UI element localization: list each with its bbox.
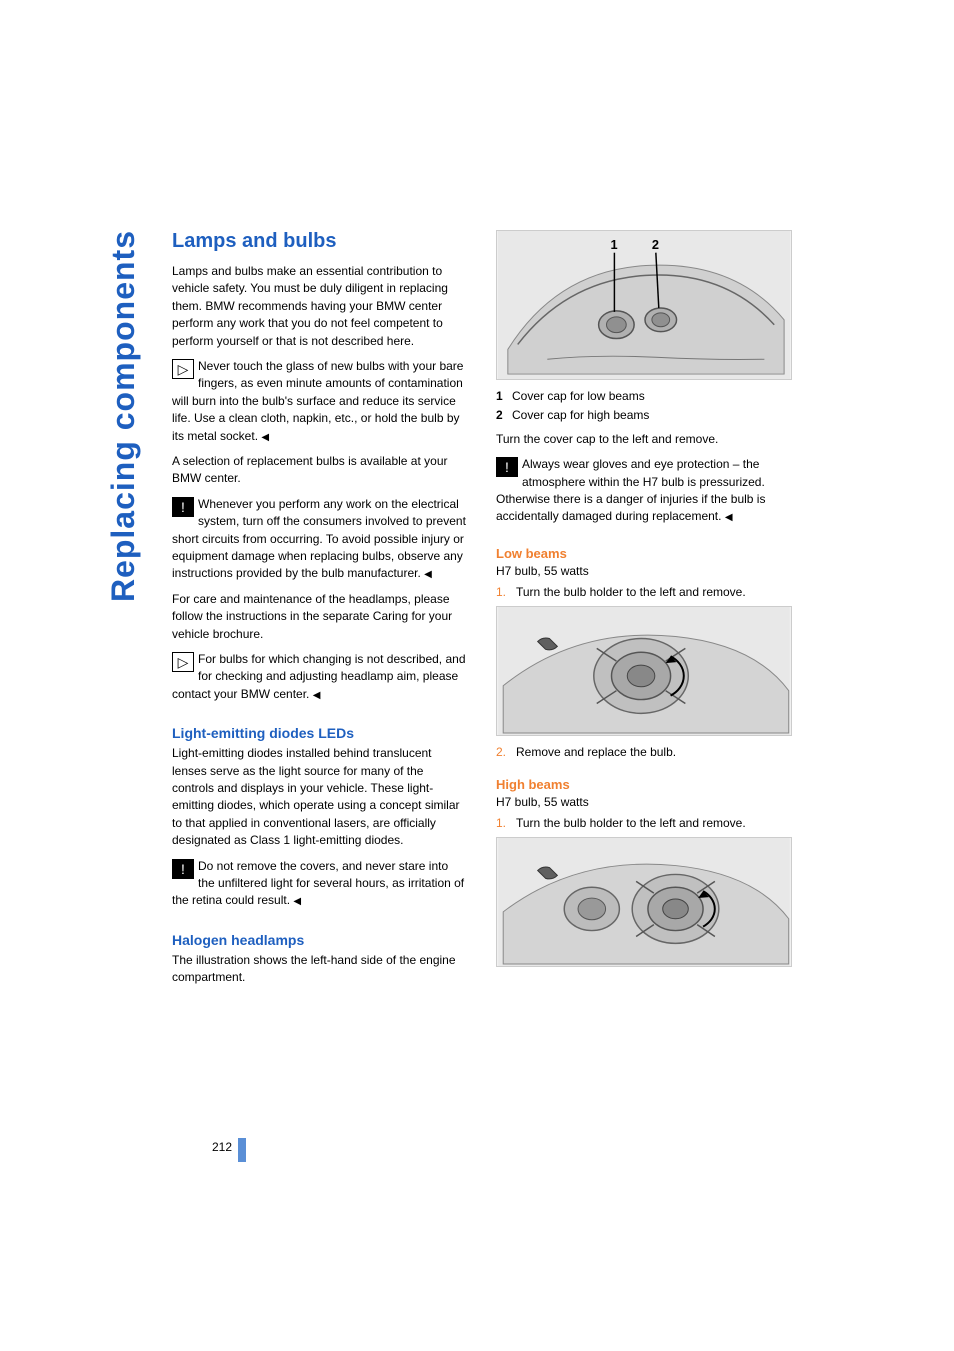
warning-electrical: ! Whenever you perform any work on the e… <box>172 496 468 583</box>
end-mark-icon: ◀ <box>293 895 301 910</box>
legend-row-1: 1 Cover cap for low beams <box>496 388 792 405</box>
intro-paragraph: Lamps and bulbs make an essential contri… <box>172 263 468 350</box>
warning-icon: ! <box>496 457 518 477</box>
page-accent-bar <box>238 1138 246 1162</box>
step-number: 2. <box>496 744 516 761</box>
side-tab: Replacing components <box>105 230 142 602</box>
tip-text: Never touch the glass of new bulbs with … <box>172 359 463 443</box>
end-mark-icon: ◀ <box>725 511 733 526</box>
engine-cover-illustration: 1 2 <box>497 231 791 379</box>
end-mark-icon: ◀ <box>261 431 269 446</box>
turn-cover-text: Turn the cover cap to the left and remov… <box>496 431 792 448</box>
legend-text: Cover cap for low beams <box>512 388 645 405</box>
left-column: Lamps and bulbs Lamps and bulbs make an … <box>172 230 468 995</box>
legend-text: Cover cap for high beams <box>512 407 649 424</box>
figure-low-beam <box>496 606 792 736</box>
warning-gloves: ! Always wear gloves and eye protection … <box>496 456 792 526</box>
figure-label-2: 2 <box>652 237 659 252</box>
step-number: 1. <box>496 584 516 601</box>
heading-high-beams: High beams <box>496 777 792 792</box>
heading-halogen: Halogen headlamps <box>172 932 468 948</box>
page-content: Lamps and bulbs Lamps and bulbs make an … <box>172 230 792 995</box>
legend-row-2: 2 Cover cap for high beams <box>496 407 792 424</box>
replacement-bulbs-text: A selection of replacement bulbs is avai… <box>172 453 468 488</box>
step-row: 1. Turn the bulb holder to the left and … <box>496 584 792 601</box>
heading-leds: Light-emitting diodes LEDs <box>172 725 468 741</box>
figure-high-beam <box>496 837 792 967</box>
right-column: 1 2 1 Cover cap for low beams 2 Cover ca… <box>496 230 792 995</box>
high-beam-spec: H7 bulb, 55 watts <box>496 794 792 811</box>
step-row: 2. Remove and replace the bulb. <box>496 744 792 761</box>
warning-text: Do not remove the covers, and never star… <box>172 859 464 908</box>
leds-text: Light-emitting diodes installed behind t… <box>172 745 468 849</box>
heading-low-beams: Low beams <box>496 546 792 561</box>
step-number: 1. <box>496 815 516 832</box>
high-beam-illustration <box>497 838 791 966</box>
care-maintenance-text: For care and maintenance of the headlamp… <box>172 591 468 643</box>
figure-cover-caps: 1 2 <box>496 230 792 380</box>
halogen-text: The illustration shows the left-hand sid… <box>172 952 468 987</box>
legend-number: 2 <box>496 407 512 424</box>
page-number: 212 <box>212 1140 232 1154</box>
tip-icon: ▷ <box>172 359 194 379</box>
step-row: 1. Turn the bulb holder to the left and … <box>496 815 792 832</box>
heading-lamps-bulbs: Lamps and bulbs <box>172 230 468 253</box>
warning-leds: ! Do not remove the covers, and never st… <box>172 858 468 910</box>
legend-number: 1 <box>496 388 512 405</box>
tip-never-touch: ▷ Never touch the glass of new bulbs wit… <box>172 358 468 445</box>
low-beam-illustration <box>497 607 791 735</box>
end-mark-icon: ◀ <box>424 568 432 583</box>
tip-icon: ▷ <box>172 652 194 672</box>
step-text: Turn the bulb holder to the left and rem… <box>516 815 746 832</box>
warning-text: Whenever you perform any work on the ele… <box>172 497 466 581</box>
warning-icon: ! <box>172 497 194 517</box>
figure-label-1: 1 <box>610 237 617 252</box>
warning-icon: ! <box>172 859 194 879</box>
step-text: Remove and replace the bulb. <box>516 744 676 761</box>
low-beam-spec: H7 bulb, 55 watts <box>496 563 792 580</box>
tip-bulb-changing: ▷ For bulbs for which changing is not de… <box>172 651 468 703</box>
end-mark-icon: ◀ <box>313 689 321 704</box>
step-text: Turn the bulb holder to the left and rem… <box>516 584 746 601</box>
